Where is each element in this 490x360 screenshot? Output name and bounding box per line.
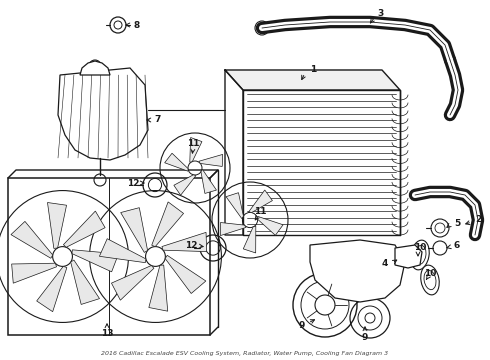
Polygon shape <box>226 193 244 219</box>
Polygon shape <box>71 260 99 305</box>
Text: 2016 Cadillac Escalade ESV Cooling System, Radiator, Water Pump, Cooling Fan Dia: 2016 Cadillac Escalade ESV Cooling Syste… <box>101 351 389 356</box>
Text: 7: 7 <box>155 116 161 125</box>
Text: 9: 9 <box>362 333 368 342</box>
Polygon shape <box>63 211 105 247</box>
Text: 6: 6 <box>454 240 460 249</box>
Polygon shape <box>48 203 67 248</box>
Text: 8: 8 <box>134 21 140 30</box>
Circle shape <box>188 161 202 175</box>
Polygon shape <box>165 153 188 171</box>
Ellipse shape <box>411 240 429 270</box>
Polygon shape <box>249 190 272 212</box>
Text: 10: 10 <box>414 243 426 252</box>
Polygon shape <box>152 202 184 247</box>
Polygon shape <box>310 240 405 302</box>
Polygon shape <box>220 222 246 235</box>
Ellipse shape <box>424 270 436 290</box>
Polygon shape <box>174 175 196 195</box>
Text: 5: 5 <box>454 219 460 228</box>
Polygon shape <box>12 263 57 283</box>
Polygon shape <box>395 245 422 268</box>
Polygon shape <box>80 61 110 75</box>
Text: 9: 9 <box>299 320 305 329</box>
Text: 11: 11 <box>187 139 199 148</box>
Text: 13: 13 <box>101 328 113 338</box>
Polygon shape <box>99 239 146 263</box>
Text: 4: 4 <box>382 260 388 269</box>
Polygon shape <box>258 216 283 235</box>
Polygon shape <box>37 266 67 312</box>
Polygon shape <box>199 154 222 166</box>
Polygon shape <box>225 70 400 90</box>
Polygon shape <box>149 265 168 311</box>
Polygon shape <box>111 266 154 300</box>
Circle shape <box>243 212 258 228</box>
Text: 3: 3 <box>377 9 383 18</box>
Polygon shape <box>58 68 148 160</box>
Text: 2: 2 <box>475 216 481 225</box>
Polygon shape <box>165 255 206 293</box>
Text: 1: 1 <box>310 66 316 75</box>
Bar <box>8 178 210 335</box>
Ellipse shape <box>414 246 426 265</box>
Polygon shape <box>11 221 53 258</box>
Polygon shape <box>121 208 147 252</box>
Text: 11: 11 <box>254 207 266 216</box>
Text: 12: 12 <box>185 242 197 251</box>
Polygon shape <box>162 232 207 252</box>
Polygon shape <box>201 170 217 193</box>
Polygon shape <box>243 226 256 253</box>
Polygon shape <box>190 138 202 162</box>
Text: 12: 12 <box>127 179 139 188</box>
Polygon shape <box>72 250 119 272</box>
Ellipse shape <box>421 265 439 295</box>
Text: 10: 10 <box>424 269 436 278</box>
